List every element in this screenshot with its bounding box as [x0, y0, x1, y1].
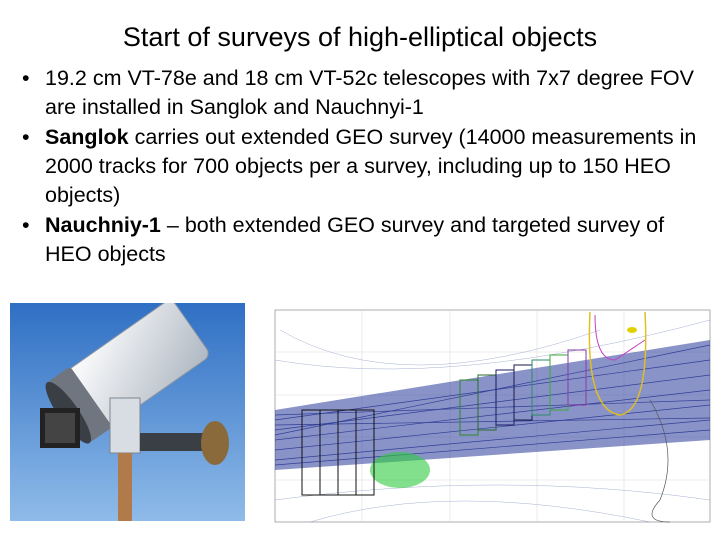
bullet-text: carries out extended GEO survey (14000 m… [45, 125, 697, 207]
bullet-text: 19.2 cm VT-78e and 18 cm VT-52c telescop… [45, 66, 694, 119]
bullet-bold: Nauchniy-1 [45, 213, 161, 237]
bullet-list: 19.2 cm VT-78e and 18 cm VT-52c telescop… [22, 64, 702, 270]
tracks-plot [250, 300, 720, 540]
telescope-photo [10, 303, 245, 521]
bullet: 19.2 cm VT-78e and 18 cm VT-52c telescop… [22, 64, 702, 122]
bullet-bold: Sanglok [45, 125, 129, 149]
bullet: Nauchniy-1– both extended GEO survey and… [22, 211, 702, 269]
bullet-text: – both extended GEO survey and targeted … [45, 213, 665, 266]
slide-title: Start of surveys of high-elliptical obje… [122, 22, 598, 52]
